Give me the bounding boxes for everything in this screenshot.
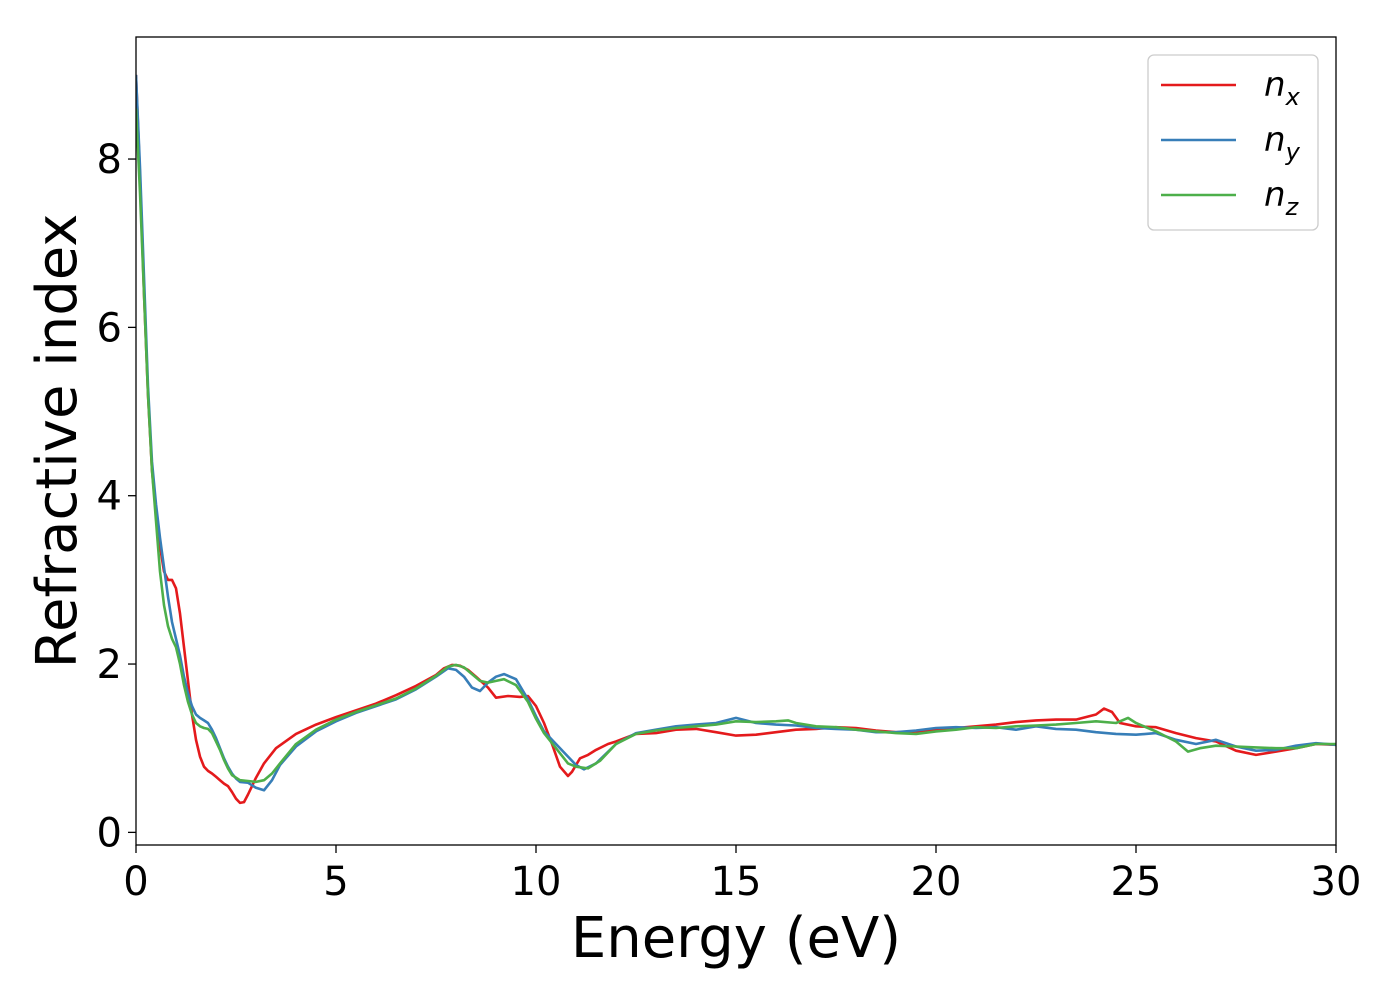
y-tick-label: 2 — [97, 642, 122, 688]
x-tick-label: 20 — [911, 859, 962, 905]
y-axis-title: Refractive index — [25, 214, 90, 669]
x-tick-label: 5 — [323, 859, 348, 905]
series-line-ny — [136, 74, 1336, 792]
y-tick-label: 8 — [97, 137, 122, 183]
legend-label-nz: nz — [1264, 175, 1300, 221]
series-line-nz — [136, 108, 1336, 784]
x-tick-label: 25 — [1111, 859, 1162, 905]
series-layer — [136, 74, 1336, 805]
legend-label-nx: nx — [1264, 65, 1301, 111]
y-tick-label: 6 — [97, 305, 122, 351]
x-tick-label: 10 — [511, 859, 562, 905]
x-axis-title: Energy (eV) — [571, 906, 901, 971]
y-tick-label: 0 — [97, 810, 122, 856]
legend: nx ny nz — [1147, 54, 1319, 231]
x-axis-ticks: 0 5 10 15 20 25 30 — [123, 845, 1361, 905]
legend-box — [1147, 54, 1319, 231]
y-tick-label: 4 — [97, 474, 122, 520]
x-tick-label: 15 — [711, 859, 762, 905]
x-tick-label: 30 — [1311, 859, 1362, 905]
y-axis-ticks: 0 2 4 6 8 — [97, 137, 136, 856]
series-line-nx — [136, 74, 1336, 805]
x-tick-label: 0 — [123, 859, 148, 905]
legend-label-ny: ny — [1264, 120, 1301, 166]
